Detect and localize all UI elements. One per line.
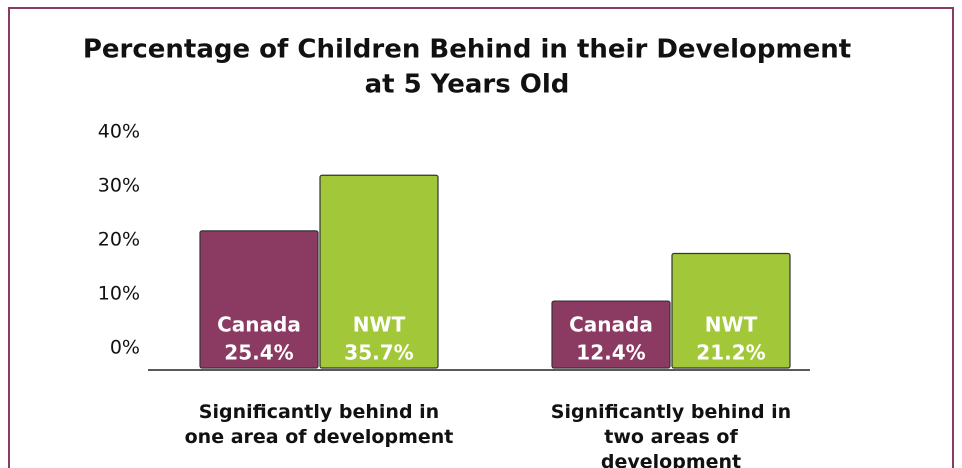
- x-tick-label: Significantly behind in one area of deve…: [184, 401, 454, 448]
- bar: [551, 300, 671, 369]
- data-label: 25.4%: [224, 341, 293, 365]
- bar-series-label: NWT: [353, 313, 406, 337]
- y-tick-label: 0%: [110, 337, 140, 359]
- bar-series-label: NWT: [705, 313, 758, 337]
- bar: [319, 174, 439, 369]
- data-label: 35.7%: [344, 341, 413, 365]
- bar-series-label: Canada: [569, 313, 653, 337]
- y-tick-label: 30%: [98, 175, 140, 197]
- data-label: 21.2%: [696, 341, 765, 365]
- data-label: 12.4%: [576, 341, 645, 365]
- chart-title: at 5 Years Old: [365, 70, 570, 100]
- bar-series-label: Canada: [217, 313, 301, 337]
- x-tick-label: Significantly behind in two areas of dev…: [550, 401, 792, 468]
- bar: [199, 230, 319, 369]
- y-tick-label: 20%: [98, 229, 140, 251]
- bar: [671, 252, 791, 369]
- y-tick-label: 10%: [98, 283, 140, 305]
- chart-title: Percentage of Children Behind in their D…: [83, 35, 851, 65]
- frame: [8, 7, 954, 468]
- y-tick-label: 40%: [98, 121, 140, 143]
